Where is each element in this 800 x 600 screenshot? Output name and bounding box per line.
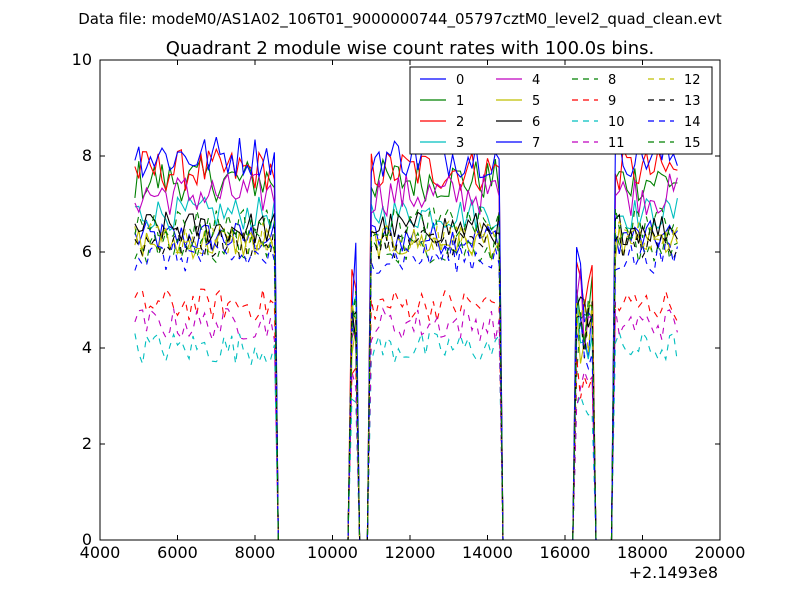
x-offset-label: +2.1493e8 bbox=[629, 563, 718, 582]
y-tick-label: 10 bbox=[72, 50, 92, 69]
series-line-3 bbox=[134, 195, 678, 541]
legend-label-14: 14 bbox=[684, 115, 701, 130]
legend-label-13: 13 bbox=[684, 94, 701, 109]
legend-label-3: 3 bbox=[456, 136, 464, 151]
series-line-14 bbox=[134, 239, 678, 541]
series-line-7 bbox=[134, 136, 678, 541]
x-tick-label: 6000 bbox=[157, 543, 198, 562]
series-line-10 bbox=[134, 330, 678, 541]
series-line-15 bbox=[134, 205, 678, 541]
y-tick-label: 0 bbox=[82, 530, 92, 549]
legend-label-10: 10 bbox=[608, 115, 625, 130]
series-line-1 bbox=[134, 156, 678, 541]
legend-label-1: 1 bbox=[456, 94, 464, 109]
series-line-11 bbox=[134, 307, 678, 541]
series-line-13 bbox=[134, 225, 678, 541]
y-tick-label: 4 bbox=[82, 338, 92, 357]
x-tick-label: 10000 bbox=[307, 543, 358, 562]
plot-lines bbox=[134, 136, 678, 541]
legend-label-9: 9 bbox=[608, 94, 616, 109]
y-tick-label: 6 bbox=[82, 242, 92, 261]
legend-box bbox=[409, 66, 713, 155]
x-tick-label: 14000 bbox=[462, 543, 513, 562]
legend-label-12: 12 bbox=[684, 73, 701, 88]
series-line-9 bbox=[134, 287, 678, 541]
suptitle: Data file: modeM0/AS1A02_106T01_90000007… bbox=[78, 10, 722, 29]
legend-label-11: 11 bbox=[608, 136, 625, 151]
legend-label-0: 0 bbox=[456, 73, 464, 88]
y-tick-label: 2 bbox=[82, 434, 92, 453]
x-tick-label: 8000 bbox=[235, 543, 276, 562]
series-line-8 bbox=[134, 230, 678, 541]
legend-label-15: 15 bbox=[684, 136, 701, 151]
legend-label-6: 6 bbox=[532, 115, 540, 130]
legend-label-8: 8 bbox=[608, 73, 616, 88]
x-tick-label: 16000 bbox=[540, 543, 591, 562]
legend-label-2: 2 bbox=[456, 115, 464, 130]
series-line-12 bbox=[134, 220, 678, 541]
x-tick-label: 20000 bbox=[695, 543, 746, 562]
series-line-2 bbox=[134, 147, 678, 541]
x-tick-label: 4000 bbox=[80, 543, 121, 562]
legend-label-5: 5 bbox=[532, 94, 540, 109]
series-line-6 bbox=[134, 211, 678, 541]
y-tick-label: 8 bbox=[82, 146, 92, 165]
x-axis: 4000 6000 8000 10000 12000 14000 16000 18000 200… bbox=[80, 60, 746, 562]
x-tick-label: 18000 bbox=[617, 543, 668, 562]
x-tick-label: 12000 bbox=[385, 543, 436, 562]
series-line-0 bbox=[134, 219, 678, 541]
legend-label-7: 7 bbox=[532, 136, 540, 151]
legend-label-4: 4 bbox=[532, 73, 540, 88]
series-line-5 bbox=[134, 224, 678, 541]
chart-title: Quadrant 2 module wise count rates with … bbox=[166, 38, 655, 59]
